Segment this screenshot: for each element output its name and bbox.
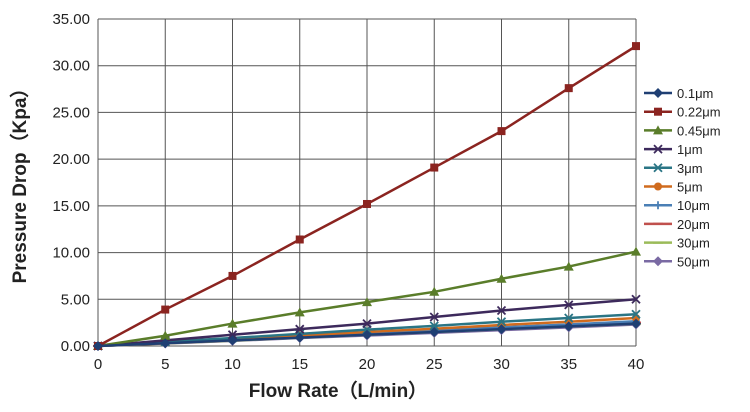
y-tick-label: 15.00	[52, 198, 90, 215]
series-group	[93, 42, 641, 351]
data-point	[563, 261, 574, 271]
legend-marker	[653, 125, 663, 135]
legend-entry: 50μm	[644, 254, 710, 269]
data-point	[496, 317, 507, 327]
data-point	[294, 307, 305, 317]
data-point	[429, 326, 440, 337]
legend-label: 1μm	[677, 142, 703, 157]
data-point	[429, 286, 440, 296]
data-point	[363, 199, 371, 208]
data-point	[631, 318, 641, 329]
data-point	[429, 321, 439, 331]
legend-entry: 20μm	[644, 217, 710, 232]
y-tick-label: 20.00	[52, 151, 90, 168]
x-tick-label: 35	[560, 356, 577, 373]
data-point	[496, 273, 507, 283]
legend-label: 0.45μm	[677, 123, 721, 138]
y-tick-label: 25.00	[52, 104, 90, 121]
data-point	[228, 271, 237, 280]
data-point	[295, 324, 305, 334]
data-point	[631, 246, 641, 256]
data-point	[93, 341, 103, 351]
y-tick-label: 5.00	[61, 291, 90, 308]
legend-label: 20μm	[677, 217, 710, 232]
grid-lines	[97, 18, 637, 347]
data-point	[563, 321, 574, 332]
data-point	[430, 163, 439, 172]
legend-marker	[653, 163, 663, 173]
data-point	[362, 297, 372, 307]
series-0.1μm	[93, 318, 641, 351]
x-tick-label: 40	[628, 356, 645, 373]
legend-label: 5μm	[677, 180, 703, 195]
legend-label: 0.1μm	[677, 86, 713, 101]
legend-entry: 10μm	[644, 198, 710, 213]
y-tick-label: 35.00	[52, 11, 90, 28]
data-point	[632, 42, 640, 51]
y-tick-label: 10.00	[52, 245, 90, 262]
x-tick-label: 10	[224, 356, 241, 373]
y-tick-label: 30.00	[52, 58, 90, 75]
data-point	[227, 335, 238, 346]
data-point	[227, 330, 238, 340]
y-axis-title: Pressure Drop（Kpa）	[8, 79, 31, 284]
data-point	[496, 305, 507, 316]
data-point	[564, 313, 574, 323]
legend-marker	[653, 144, 663, 154]
data-point	[631, 309, 641, 319]
legend-marker	[654, 201, 662, 210]
data-point	[160, 338, 171, 349]
x-axis-ticks: 0 5 10 15 20 25 30 35 40	[94, 356, 645, 373]
legend-marker	[653, 256, 663, 267]
data-point	[362, 318, 372, 329]
legend: 0.1μm 0.22μm 0.45μm 1μm 3μm 5μm 10μm 20μm 30μm 50…	[644, 86, 721, 269]
legend-entry: 0.22μm	[644, 105, 721, 120]
x-tick-label: 25	[426, 356, 443, 373]
x-tick-label: 30	[493, 356, 510, 373]
legend-label: 50μm	[677, 254, 710, 269]
x-tick-label: 20	[359, 356, 376, 373]
data-point	[160, 330, 171, 340]
legend-entry: 0.45μm	[644, 123, 721, 138]
legend-label: 10μm	[677, 198, 710, 213]
y-tick-label: 0.00	[61, 338, 90, 355]
x-tick-label: 0	[94, 356, 102, 373]
legend-entry: 0.1μm	[644, 86, 713, 101]
legend-marker	[654, 182, 662, 191]
x-axis-title: Flow Rate（L/min）	[249, 379, 427, 402]
legend-label: 0.22μm	[677, 105, 721, 120]
data-point	[631, 294, 641, 304]
data-point	[294, 332, 305, 343]
data-point	[496, 324, 507, 335]
series-0.45μm	[93, 246, 641, 350]
data-point	[564, 300, 574, 310]
data-point	[497, 127, 506, 136]
y-axis-ticks: 0.00 5.00 10.00 15.00 20.00 25.00 30.00 35.00	[52, 11, 90, 355]
legend-marker	[653, 88, 663, 98]
x-tick-label: 5	[161, 356, 169, 373]
data-point	[295, 235, 304, 244]
legend-entry: 3μm	[644, 161, 703, 176]
legend-entry: 1μm	[644, 142, 703, 157]
data-point	[564, 84, 573, 93]
legend-entry: 30μm	[644, 236, 710, 251]
x-tick-label: 15	[291, 356, 308, 373]
data-point	[227, 318, 238, 328]
data-point	[362, 329, 372, 340]
legend-label: 3μm	[677, 161, 703, 176]
data-point	[429, 312, 439, 322]
legend-marker	[654, 107, 662, 116]
legend-entry: 5μm	[644, 180, 703, 195]
legend-label: 30μm	[677, 236, 710, 251]
data-point	[161, 305, 170, 314]
